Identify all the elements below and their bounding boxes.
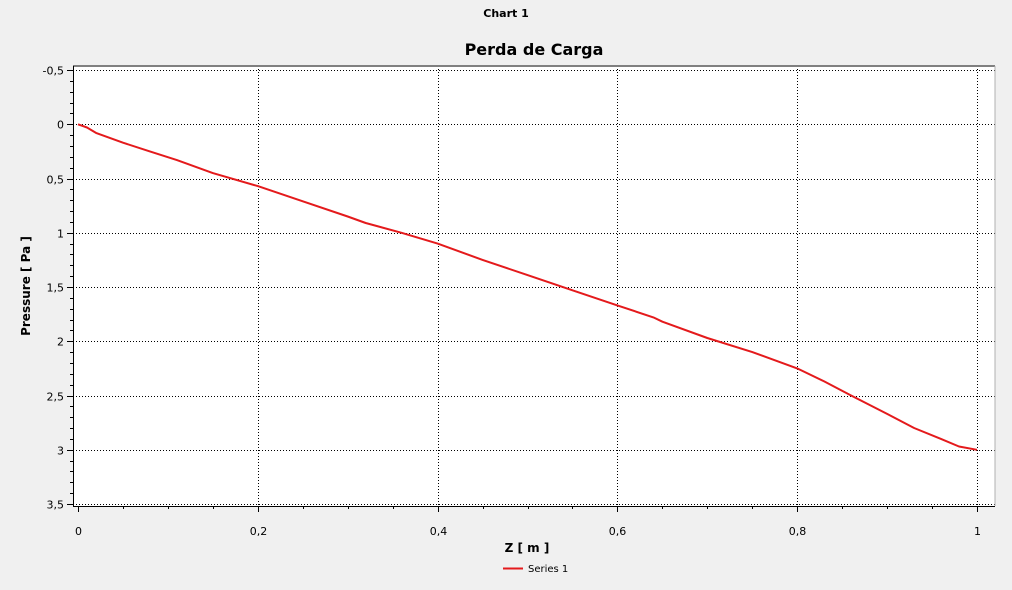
- legend-label-series-1: Series 1: [528, 564, 568, 575]
- chart-window-title: Chart 1: [483, 7, 529, 20]
- y-tick-label: 3,5: [47, 499, 65, 512]
- x-tick-label: 0,8: [789, 525, 807, 538]
- axes-layer: [73, 65, 996, 507]
- y-tick-label: 1: [57, 228, 64, 241]
- x-tick-label: 0: [75, 525, 82, 538]
- y-tick-label: 2: [57, 336, 64, 349]
- grid-layer: [73, 66, 995, 506]
- ticks-layer: -0,5 0 0,5 1 1,5 2 2,5 3 3,5 0 0,2 0,4 0,6 0,8 1: [43, 65, 981, 539]
- y-tick-label: 1,5: [47, 282, 65, 295]
- y-tick-label: 3: [57, 445, 64, 458]
- x-tick-label: 1: [974, 525, 981, 538]
- y-tick-label: 0: [57, 119, 64, 132]
- legend: Series 1: [503, 564, 568, 575]
- series-line-1: [77, 123, 978, 451]
- chart-title: Perda de Carga: [465, 40, 604, 59]
- x-tick-label: 0,6: [609, 525, 627, 538]
- y-tick-label: -0,5: [43, 65, 64, 78]
- x-tick-label: 0,2: [250, 525, 268, 538]
- series-layer: [77, 123, 978, 451]
- x-tick-label: 0,4: [430, 525, 448, 538]
- x-axis-label: Z [ m ]: [505, 541, 550, 555]
- plot-area: [73, 66, 995, 506]
- y-axis-label: Pressure [ Pa ]: [19, 236, 33, 336]
- y-tick-label: 0,5: [47, 174, 65, 187]
- y-tick-label: 2,5: [47, 391, 65, 404]
